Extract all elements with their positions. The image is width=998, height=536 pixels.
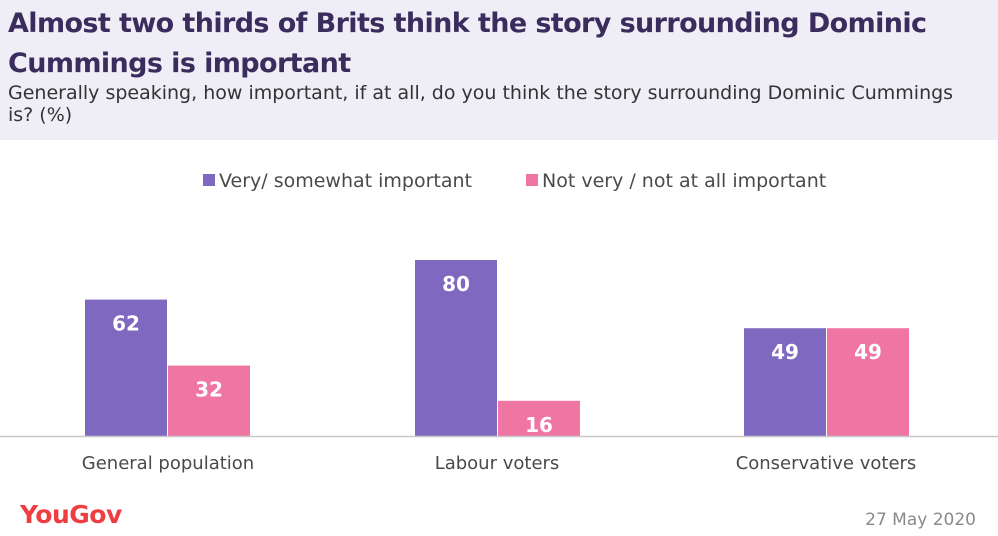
data-label: 32 — [195, 378, 223, 402]
bar-important-2 — [744, 328, 826, 436]
data-label: 80 — [442, 272, 470, 296]
publish-date: 27 May 2020 — [865, 510, 976, 530]
legend-label: Not very / not at all important — [542, 170, 827, 192]
header-band: Almost two thirds of Brits think the sto… — [0, 0, 998, 140]
bar-not-important-0 — [168, 365, 250, 436]
data-label: 49 — [854, 340, 882, 364]
bar-not-important-1 — [498, 400, 580, 436]
category-label: General population — [82, 453, 254, 474]
legend-label: Very/ somewhat important — [219, 170, 473, 192]
category-label: Labour voters — [435, 453, 560, 474]
legend-item-not-important: Not very / not at all important — [526, 168, 826, 194]
data-label: 49 — [771, 340, 799, 364]
legend-swatch-pink — [526, 174, 538, 186]
legend-swatch-purple — [203, 174, 215, 186]
yougov-logo: YouGov — [20, 500, 122, 529]
bar-important-0 — [85, 299, 167, 436]
bar-not-important-2 — [827, 328, 909, 436]
bar-important-1 — [415, 260, 497, 436]
chart-title: Almost two thirds of Brits think the sto… — [8, 8, 927, 79]
data-label: 62 — [112, 312, 140, 336]
data-label: 16 — [525, 413, 553, 437]
chart-subtitle: Generally speaking, how important, if at… — [8, 82, 954, 126]
legend-item-very-important: Very/ somewhat important — [203, 168, 472, 194]
category-label: Conservative voters — [736, 453, 917, 474]
legend: Very/ somewhat important Not very / not … — [0, 168, 998, 194]
